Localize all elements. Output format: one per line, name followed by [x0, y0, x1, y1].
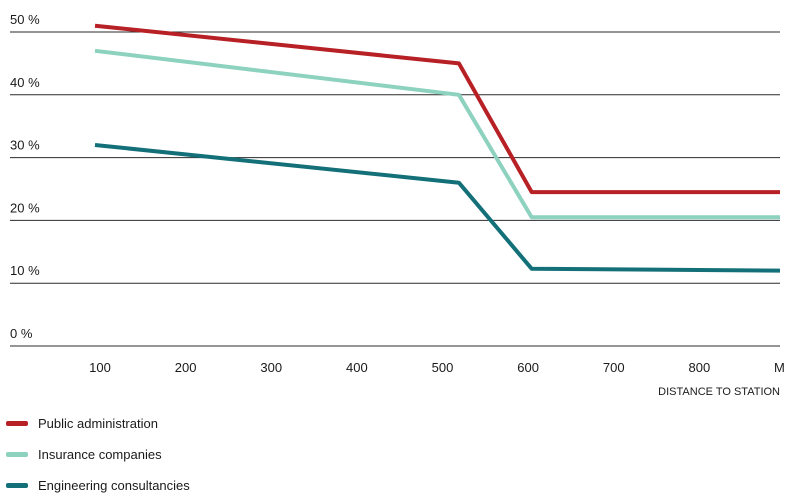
- y-tick-label: 20 %: [10, 200, 40, 215]
- legend-label: Public administration: [38, 416, 158, 431]
- y-tick-label: 30 %: [10, 138, 40, 153]
- legend-label: Insurance companies: [38, 447, 162, 462]
- legend-label: Engineering consultancies: [38, 478, 190, 493]
- x-tick-label: 700: [603, 360, 625, 375]
- series-line-1: [94, 23, 780, 195]
- x-tick-label: 400: [346, 360, 368, 375]
- series-line-2: [94, 48, 780, 220]
- y-tick-label: 10 %: [10, 263, 40, 278]
- legend-item-engineering-consultancies: Engineering consultancies: [6, 470, 190, 501]
- x-tick-label: 500: [432, 360, 454, 375]
- legend-swatch: [6, 452, 28, 457]
- x-axis-title: DISTANCE TO STATION: [658, 386, 780, 398]
- y-tick-label: 0 %: [10, 326, 33, 341]
- x-tick-label: 100: [89, 360, 111, 375]
- legend-swatch: [6, 421, 28, 426]
- x-tick-label: 800: [689, 360, 711, 375]
- legend-item-insurance-companies: Insurance companies: [6, 439, 190, 470]
- series-line-3: [94, 143, 781, 273]
- x-tick-label: 600: [517, 360, 539, 375]
- legend-item-public-administration: Public administration: [6, 408, 190, 439]
- x-tick-label: 300: [260, 360, 282, 375]
- x-unit-label: M: [774, 360, 785, 375]
- y-tick-label: 50 %: [10, 12, 40, 27]
- legend-swatch: [6, 483, 28, 488]
- legend: Public administration Insurance companie…: [6, 408, 190, 501]
- x-tick-label: 200: [175, 360, 197, 375]
- line-chart: 0 % 10 % 20 % 30 % 40 % 50 % 100 200 300 400 500 60…: [10, 12, 785, 398]
- y-tick-label: 40 %: [10, 75, 40, 90]
